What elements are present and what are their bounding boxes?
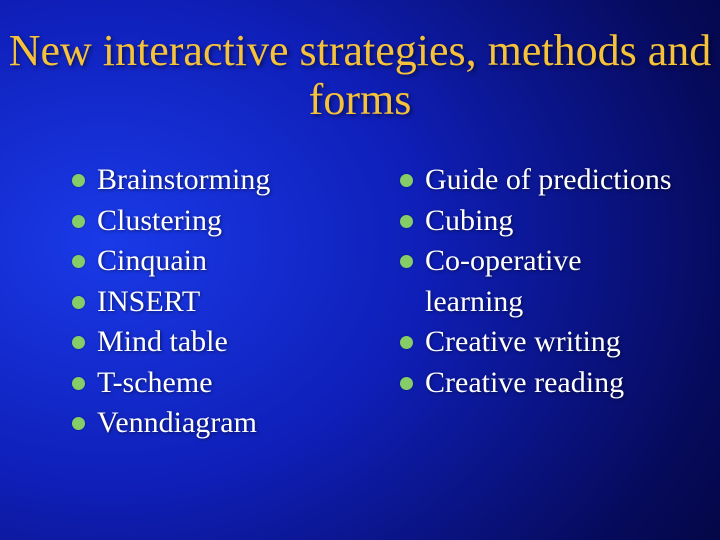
- list-item-label: Venndiagram: [97, 403, 352, 444]
- list-item-label: T-scheme: [97, 363, 352, 404]
- bullet-icon: [400, 174, 413, 187]
- list-item-label: Guide of predictions: [425, 160, 680, 201]
- bullet-icon: [400, 215, 413, 228]
- bullet-icon: [72, 336, 85, 349]
- left-column: Brainstorming Clustering Cinquain INSERT…: [72, 160, 352, 444]
- list-item-label: Mind table: [97, 322, 352, 363]
- slide: New interactive strategies, methods and …: [0, 0, 720, 540]
- list-item: Cubing: [400, 201, 680, 242]
- list-item-label: Creative writing: [425, 322, 680, 363]
- list-item: Brainstorming: [72, 160, 352, 201]
- bullet-icon: [72, 417, 85, 430]
- list-item-label: Brainstorming: [97, 160, 352, 201]
- list-item-label: INSERT: [97, 282, 352, 323]
- bullet-icon: [400, 377, 413, 390]
- bullet-icon: [72, 255, 85, 268]
- list-item-label: Co-operative learning: [425, 241, 680, 322]
- list-item: Co-operative learning: [400, 241, 680, 322]
- list-item-label: Cinquain: [97, 241, 352, 282]
- list-item-label: Cubing: [425, 201, 680, 242]
- list-item: INSERT: [72, 282, 352, 323]
- right-column: Guide of predictions Cubing Co-operative…: [400, 160, 680, 444]
- bullet-icon: [400, 336, 413, 349]
- bullet-icon: [72, 377, 85, 390]
- list-item: Venndiagram: [72, 403, 352, 444]
- bullet-icon: [400, 255, 413, 268]
- list-item-label: Creative reading: [425, 363, 680, 404]
- bullet-icon: [72, 174, 85, 187]
- slide-title: New interactive strategies, methods and …: [0, 26, 720, 125]
- list-item: Clustering: [72, 201, 352, 242]
- list-item-label: Clustering: [97, 201, 352, 242]
- bullet-icon: [72, 215, 85, 228]
- list-item: Creative writing: [400, 322, 680, 363]
- list-item: Guide of predictions: [400, 160, 680, 201]
- list-item: T-scheme: [72, 363, 352, 404]
- list-item: Creative reading: [400, 363, 680, 404]
- list-item: Cinquain: [72, 241, 352, 282]
- list-item: Mind table: [72, 322, 352, 363]
- content-area: Brainstorming Clustering Cinquain INSERT…: [72, 160, 680, 444]
- bullet-icon: [72, 296, 85, 309]
